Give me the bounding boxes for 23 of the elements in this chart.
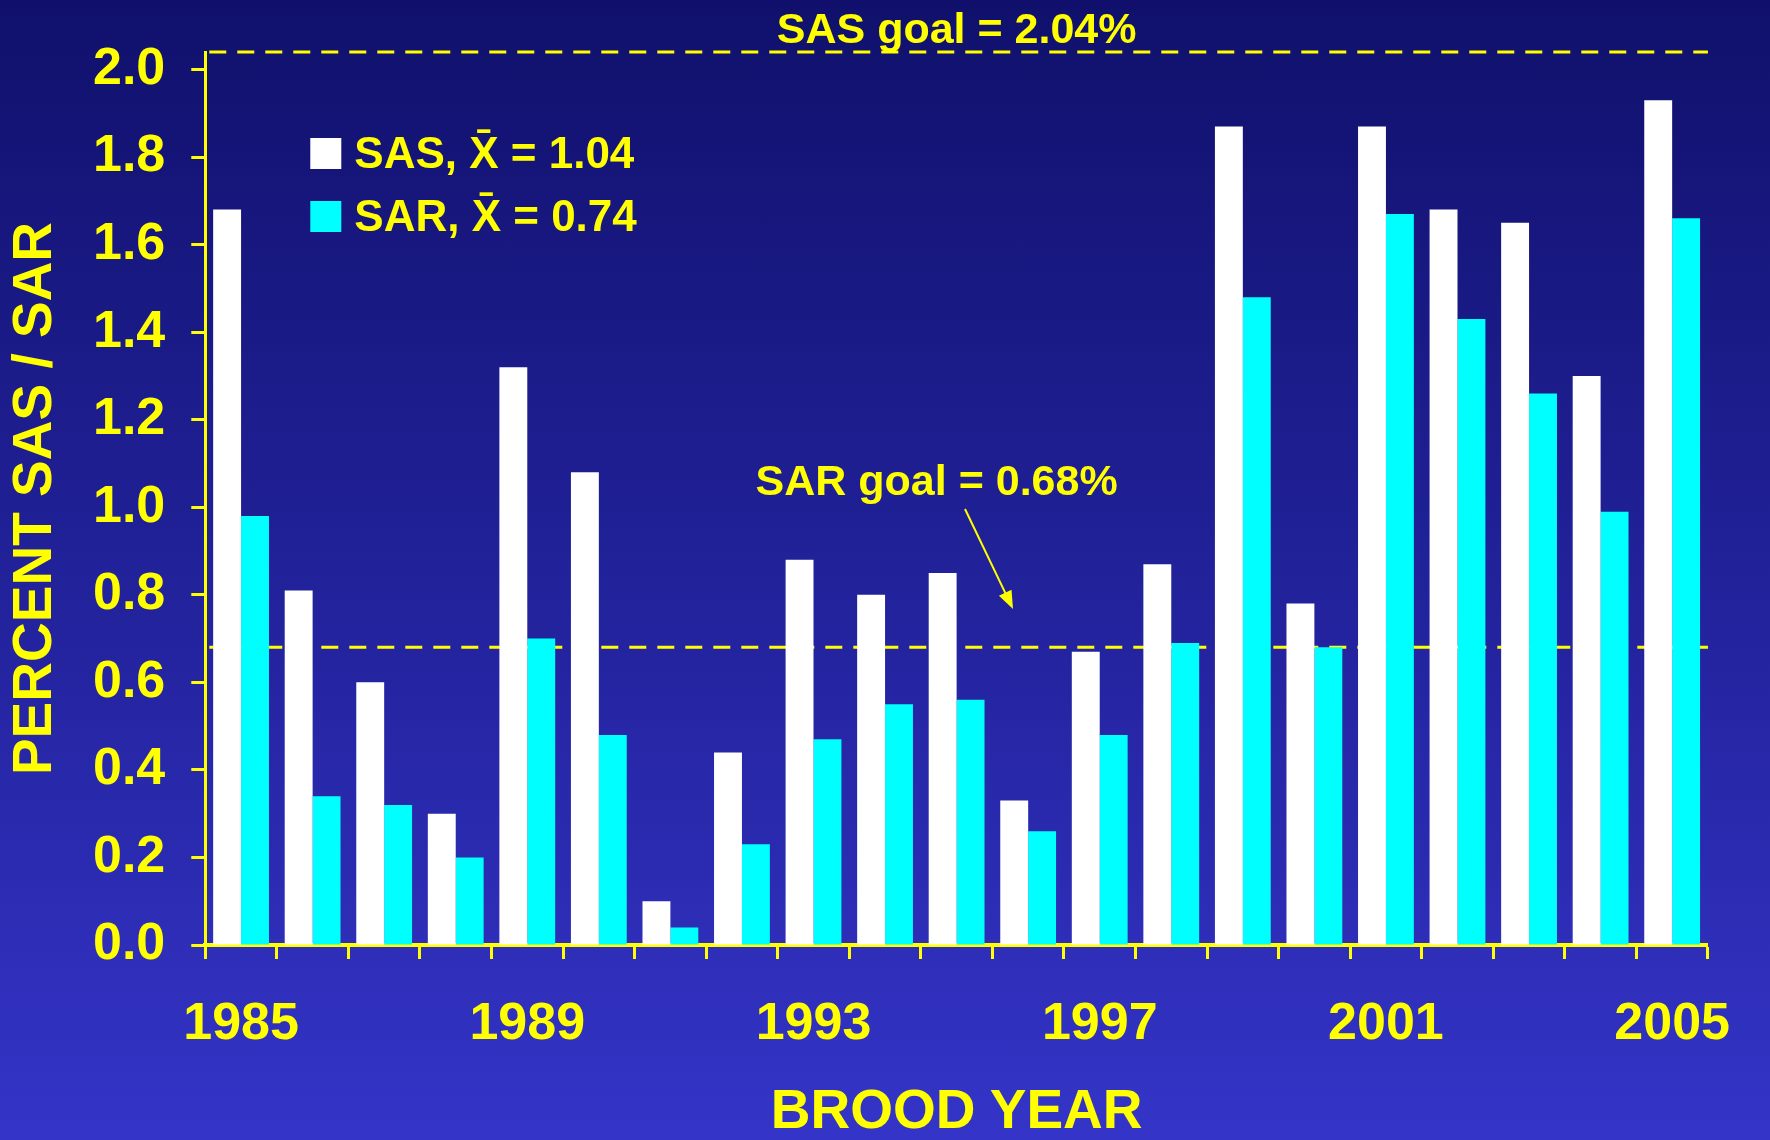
y-tick-label: 0.4: [92, 737, 166, 796]
y-tick-label: 0.2: [92, 824, 166, 883]
y-tick-label: 0.0: [92, 912, 166, 971]
y-tick-label: 2.0: [92, 36, 166, 95]
ref-line-label: SAS goal = 2.04%: [776, 4, 1137, 52]
y-tick-label: 0.8: [92, 562, 166, 621]
y-axis-title: PERCENT SAS / SAR: [0, 221, 63, 776]
ref-line-label: SAR goal = 0.68%: [755, 456, 1118, 505]
x-tick-label: 2001: [1328, 992, 1444, 1051]
legend-label: SAR, X̄ = 0.74: [354, 190, 638, 240]
x-tick-label: 1993: [755, 992, 872, 1051]
x-axis-title: BROOD YEAR: [770, 1077, 1143, 1140]
y-tick-label: 1.6: [92, 211, 166, 270]
y-tick-label: 1.0: [92, 474, 166, 533]
y-tick-label: 0.6: [92, 649, 166, 708]
legend-label: SAS, X̄ = 1.04: [354, 127, 635, 177]
x-tick-label: 1985: [183, 992, 299, 1051]
x-tick-label: 2005: [1614, 992, 1730, 1051]
y-tick-label: 1.2: [92, 387, 166, 446]
x-tick-label: 1997: [1041, 992, 1158, 1051]
y-tick-label: 1.4: [92, 299, 166, 358]
y-tick-label: 1.8: [92, 124, 166, 183]
x-tick-label: 1989: [469, 992, 586, 1051]
